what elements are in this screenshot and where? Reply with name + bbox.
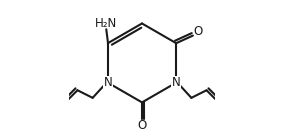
- Text: N: N: [103, 76, 112, 89]
- Text: N: N: [172, 76, 181, 89]
- Text: O: O: [137, 119, 147, 132]
- Text: O: O: [194, 25, 203, 38]
- Text: H₂N: H₂N: [95, 17, 117, 30]
